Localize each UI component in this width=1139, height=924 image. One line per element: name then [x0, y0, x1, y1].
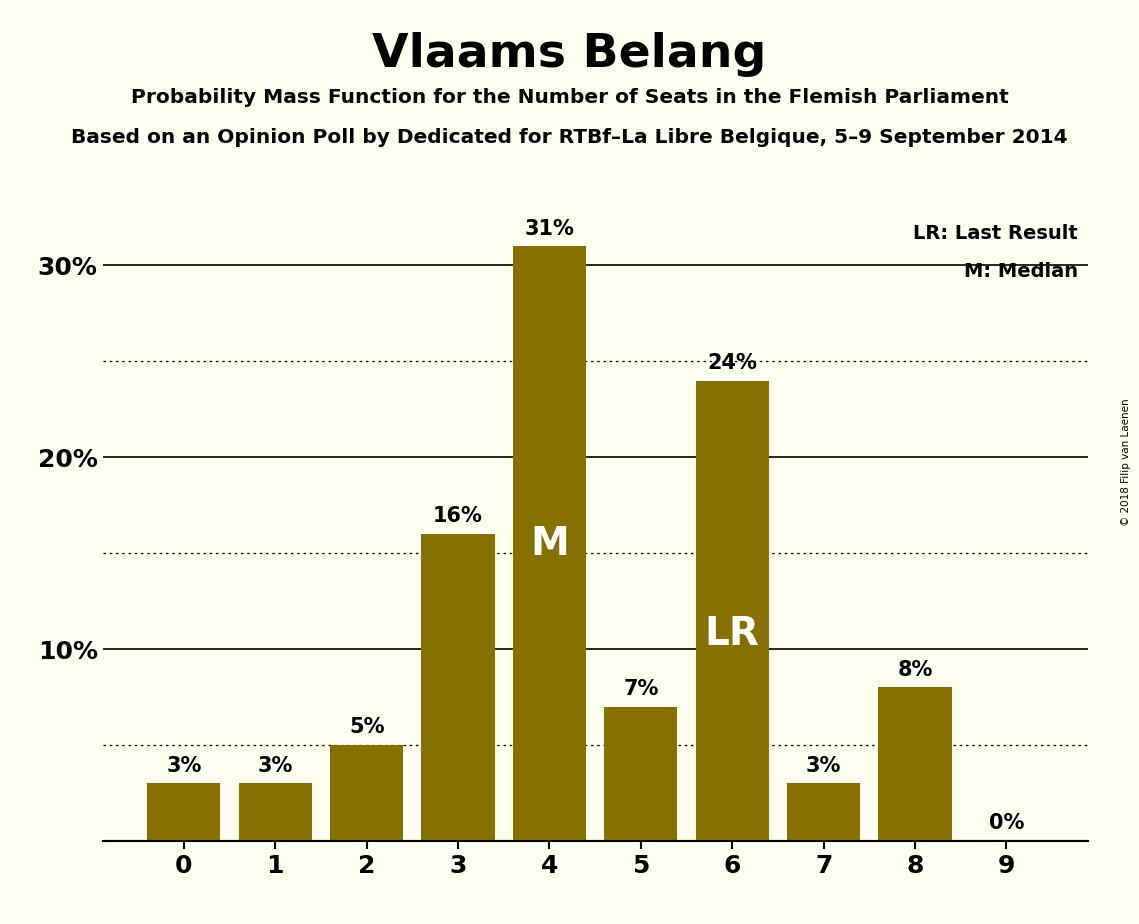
Bar [787, 784, 860, 841]
Bar [878, 687, 951, 841]
Text: M: M [530, 525, 568, 563]
Text: 3%: 3% [806, 756, 842, 775]
Text: LR: LR [705, 614, 760, 652]
Text: 31%: 31% [524, 219, 574, 238]
Text: 3%: 3% [257, 756, 293, 775]
Text: Based on an Opinion Poll by Dedicated for RTBf–La Libre Belgique, 5–9 September : Based on an Opinion Poll by Dedicated fo… [71, 128, 1068, 147]
Text: 3%: 3% [166, 756, 202, 775]
Text: M: Median: M: Median [964, 261, 1077, 281]
Bar [513, 247, 585, 841]
Bar [239, 784, 312, 841]
Bar [421, 534, 494, 841]
Text: 0%: 0% [989, 813, 1024, 833]
Bar [696, 381, 769, 841]
Text: Vlaams Belang: Vlaams Belang [372, 32, 767, 78]
Bar [147, 784, 221, 841]
Bar [330, 745, 403, 841]
Text: 8%: 8% [898, 660, 933, 680]
Text: LR: Last Result: LR: Last Result [913, 224, 1077, 243]
Text: © 2018 Filip van Laenen: © 2018 Filip van Laenen [1121, 398, 1131, 526]
Text: Probability Mass Function for the Number of Seats in the Flemish Parliament: Probability Mass Function for the Number… [131, 88, 1008, 107]
Text: 16%: 16% [433, 506, 483, 527]
Text: 7%: 7% [623, 679, 658, 699]
Text: 5%: 5% [349, 717, 384, 737]
Bar [605, 707, 678, 841]
Text: 24%: 24% [707, 353, 757, 373]
